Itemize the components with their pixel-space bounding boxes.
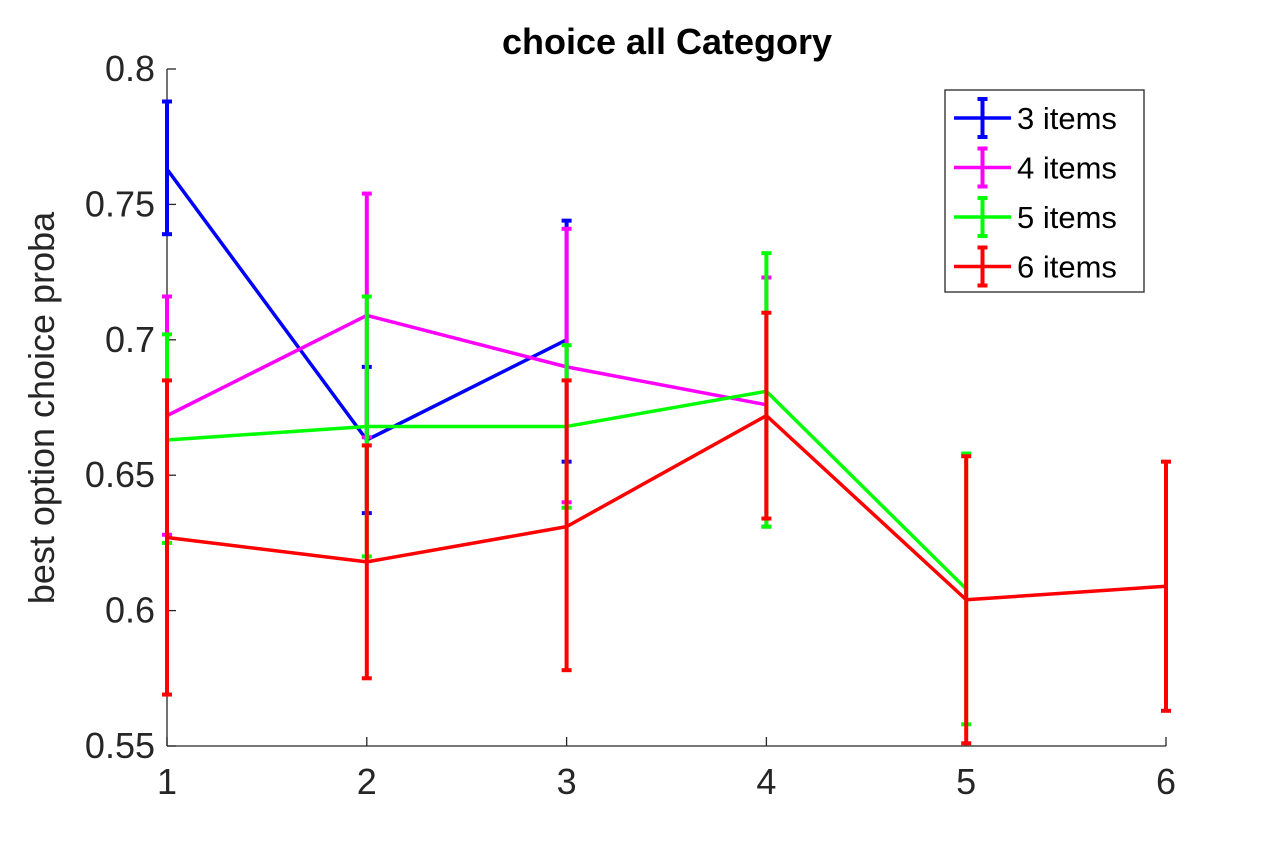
chart-title: choice all Category	[502, 21, 832, 62]
data-point	[964, 597, 968, 602]
y-tick-label: 0.8	[105, 48, 155, 89]
x-tick-label: 4	[756, 761, 776, 802]
series-6-items	[162, 310, 1171, 746]
legend-label: 6 items	[1017, 250, 1117, 285]
y-tick-label: 0.65	[85, 454, 155, 495]
data-point	[165, 167, 169, 171]
series-line	[166, 413, 1167, 602]
legend-label: 4 items	[1017, 151, 1117, 186]
data-point	[365, 424, 369, 429]
legend-entry: 6 items	[954, 245, 1117, 288]
x-tick-label: 5	[956, 761, 976, 802]
x-tick-label: 6	[1156, 761, 1176, 802]
y-tick-label: 0.75	[85, 183, 155, 224]
y-tick-label: 0.55	[85, 725, 155, 766]
data-point	[165, 535, 169, 540]
series-line	[166, 313, 767, 418]
axes: 1 2 3 4 5 6 0.55 0.6 0.65 0.7 0.75 0.8	[85, 48, 1176, 802]
y-tick-label: 0.6	[105, 590, 155, 631]
data-point	[764, 413, 769, 418]
legend-entry: 5 items	[954, 196, 1117, 238]
legend-box	[944, 89, 1145, 293]
legend-label: 3 items	[1017, 101, 1117, 136]
legend-entry: 3 items	[954, 97, 1117, 139]
x-tick-label: 2	[357, 761, 377, 802]
legend: 3 items 4 items 5 items 6 items	[944, 89, 1145, 293]
data-point	[564, 524, 569, 529]
data-point	[1164, 584, 1168, 589]
y-axis-label: best option choice proba	[21, 211, 62, 604]
series-4-items	[162, 191, 772, 537]
x-tick-label: 3	[557, 761, 577, 802]
data-point	[365, 560, 369, 564]
plot-area	[162, 99, 1171, 746]
legend-entry: 4 items	[954, 146, 1117, 189]
legend-label: 5 items	[1017, 200, 1117, 235]
x-tick-label: 1	[157, 761, 177, 802]
y-tick-label: 0.7	[105, 319, 155, 360]
